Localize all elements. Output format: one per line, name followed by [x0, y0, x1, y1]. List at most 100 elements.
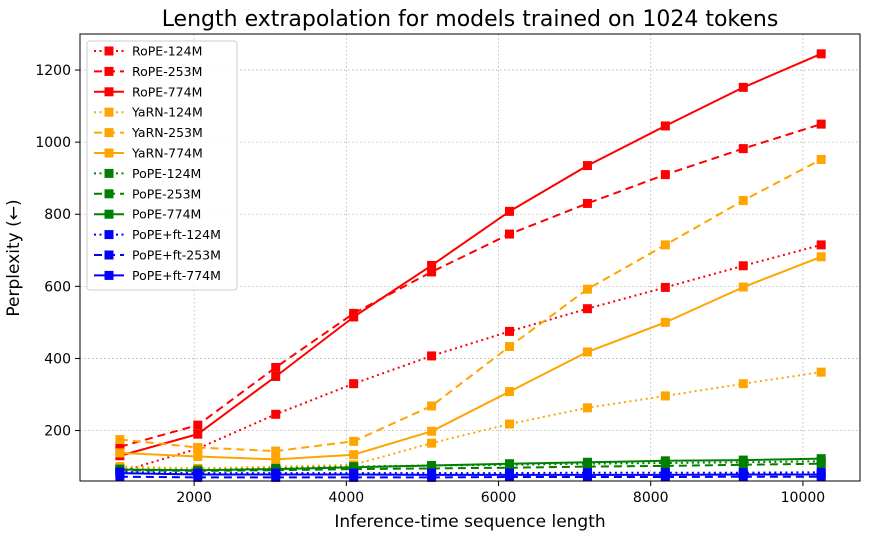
legend-marker	[104, 209, 114, 219]
data-point	[193, 451, 203, 461]
y-tick-label: 1200	[35, 63, 71, 79]
data-point	[504, 229, 514, 239]
legend-item: RoPE-124M	[94, 44, 202, 59]
data-point	[738, 455, 748, 465]
data-point	[349, 379, 359, 389]
data-point	[504, 342, 514, 352]
series-line-pope-774m	[119, 457, 822, 472]
legend-label: PoPE-124M	[132, 166, 201, 181]
data-point	[271, 470, 281, 480]
data-point	[816, 49, 826, 59]
data-point	[115, 448, 125, 458]
series-line-pope-ft-124m	[119, 471, 822, 475]
legend-marker	[104, 66, 114, 76]
data-point	[349, 436, 359, 446]
legend-item: YaRN-124M	[94, 105, 203, 120]
data-point	[504, 470, 514, 480]
legend-label: PoPE-253M	[132, 186, 201, 201]
legend-item: PoPE-774M	[94, 207, 201, 222]
data-point	[816, 154, 826, 164]
legend-marker	[104, 87, 114, 97]
data-point	[582, 161, 592, 171]
x-tick-label: 8000	[633, 490, 669, 506]
data-point	[271, 454, 281, 464]
x-tick-label: 10000	[781, 490, 826, 506]
legend-item: PoPE+ft-253M	[94, 248, 221, 263]
legend-label: YaRN-124M	[131, 105, 203, 120]
y-tick-label: 400	[44, 351, 71, 367]
chart-title: Length extrapolation for models trained …	[162, 7, 779, 32]
series-line-yarn-124m	[119, 371, 822, 470]
legend-item: PoPE+ft-774M	[94, 268, 221, 283]
legend-marker	[104, 128, 114, 138]
data-point	[816, 240, 826, 250]
plot-frame	[79, 33, 861, 482]
data-point	[115, 442, 125, 452]
legend-item: YaRN-253M	[94, 125, 203, 140]
data-point	[816, 252, 826, 262]
x-tick-label: 2000	[176, 490, 212, 506]
data-point	[816, 367, 826, 377]
x-tick-label: 4000	[329, 490, 365, 506]
data-point	[271, 446, 281, 456]
legend-item: RoPE-774M	[94, 84, 202, 99]
legend-item: PoPE-124M	[94, 166, 201, 181]
data-point	[504, 387, 514, 397]
data-point	[660, 170, 670, 180]
y-tick-label: 1000	[35, 135, 71, 151]
data-point	[738, 261, 748, 271]
series-yarn-774m	[115, 252, 826, 464]
data-point	[193, 442, 203, 452]
data-point	[582, 284, 592, 294]
legend: RoPE-124M RoPE-253M RoPE-774M YaRN-124M YaRN…	[86, 40, 238, 291]
legend-marker	[104, 230, 114, 240]
legend-marker	[104, 168, 114, 178]
legend-marker	[104, 189, 114, 199]
data-point	[738, 144, 748, 154]
data-point	[816, 119, 826, 129]
data-point	[660, 317, 670, 327]
series-line-rope-253m	[119, 123, 822, 448]
data-point	[660, 240, 670, 250]
data-point	[582, 304, 592, 314]
data-point	[193, 429, 203, 439]
data-point	[582, 470, 592, 480]
series-pope-ft-774m	[115, 468, 826, 480]
data-point	[816, 470, 826, 480]
legend-item: PoPE-253M	[94, 186, 201, 201]
data-point	[738, 282, 748, 292]
grid	[80, 34, 860, 481]
legend-marker	[104, 148, 114, 158]
legend-label: PoPE+ft-253M	[132, 248, 221, 263]
series-yarn-253m	[115, 154, 826, 456]
legend-label: PoPE+ft-124M	[132, 227, 221, 242]
series-line-yarn-253m	[119, 158, 822, 453]
y-tick-label: 600	[44, 279, 71, 295]
data-point	[427, 460, 437, 470]
data-point	[504, 459, 514, 469]
data-point	[271, 409, 281, 419]
data-point	[816, 459, 826, 469]
data-point	[660, 282, 670, 292]
legend-marker	[104, 250, 114, 260]
data-point	[660, 391, 670, 401]
data-point	[738, 82, 748, 92]
y-tick-label: 800	[44, 207, 71, 223]
data-point	[660, 456, 670, 466]
data-point	[504, 419, 514, 429]
data-point	[349, 312, 359, 322]
legend-item: YaRN-774M	[94, 146, 203, 161]
data-point	[427, 470, 437, 480]
series-line-yarn-774m	[119, 255, 822, 461]
data-point	[427, 401, 437, 411]
data-point	[738, 460, 748, 470]
legend-marker	[104, 270, 114, 280]
data-point	[738, 196, 748, 206]
series-line-rope-124m	[119, 243, 822, 473]
data-point	[349, 470, 359, 480]
y-axis-label: Perplexity (←)	[4, 199, 24, 316]
legend-label: RoPE-253M	[132, 64, 202, 79]
legend-marker	[104, 107, 114, 117]
data-point	[582, 198, 592, 208]
